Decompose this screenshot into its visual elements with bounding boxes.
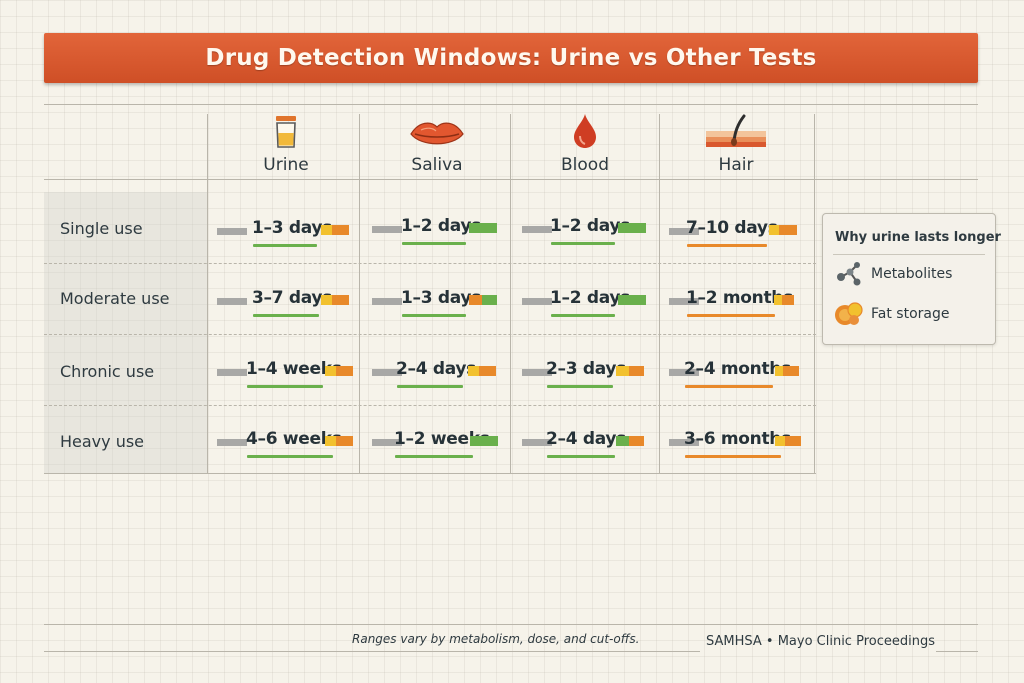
column-label: Hair xyxy=(718,155,754,175)
source-citation: SAMHSA • Mayo Clinic Proceedings xyxy=(706,634,935,649)
column-divider xyxy=(659,114,660,473)
fat-cell-icon xyxy=(835,302,863,325)
detection-window-text: 3–6 months xyxy=(684,429,791,449)
detection-window-cell: 3–7 days xyxy=(217,285,367,319)
detection-window-cell: 1–2 weeks xyxy=(372,426,522,460)
column-label: Urine xyxy=(263,155,309,175)
detection-window-cell: 1–2 days xyxy=(522,213,672,247)
detection-window-cell: 1–4 weeks xyxy=(217,356,367,390)
hair-follicle-icon xyxy=(706,114,766,147)
detection-window-cell: 2–4 days xyxy=(372,356,522,390)
detection-window-cell: 2–4 days xyxy=(522,426,672,460)
panel-divider xyxy=(833,254,985,255)
blood-drop-icon xyxy=(574,114,596,148)
column-header-urine: Urine xyxy=(211,113,361,175)
column-label: Blood xyxy=(561,155,609,175)
footnote: Ranges vary by metabolism, dose, and cut… xyxy=(352,632,640,646)
detection-window-cell: 7–10 days xyxy=(669,215,819,249)
detection-window-text: 1–4 weeks xyxy=(246,359,342,379)
row-label-single-use: Single use xyxy=(60,219,143,238)
column-header-blood: Blood xyxy=(510,113,660,175)
detection-window-text: 2–4 days xyxy=(396,359,476,379)
detection-window-cell: 2–3 days xyxy=(522,356,672,390)
detection-window-text: 1–3 days xyxy=(252,218,332,238)
column-header-hair: Hair xyxy=(661,113,811,175)
detection-window-text: 2–3 days xyxy=(546,359,626,379)
panel-item-metabolites: Metabolites xyxy=(833,260,952,288)
lips-icon xyxy=(410,122,464,145)
column-divider xyxy=(359,114,360,473)
urine-cup-icon xyxy=(276,116,296,148)
detection-window-cell: 1–3 days xyxy=(217,215,367,249)
column-label: Saliva xyxy=(411,155,463,175)
column-divider xyxy=(814,114,815,473)
row-divider xyxy=(44,334,816,335)
detection-window-cell: 1–2 days xyxy=(522,285,672,319)
column-divider xyxy=(207,114,208,473)
detection-window-text: 3–7 days xyxy=(252,288,332,308)
detection-window-cell: 3–6 months xyxy=(669,426,819,460)
page-title: Drug Detection Windows: Urine vs Other T… xyxy=(205,45,817,71)
footnote-underline xyxy=(44,651,700,652)
molecule-icon xyxy=(837,262,861,286)
row-label-heavy-use: Heavy use xyxy=(60,432,145,451)
row-label-moderate-use: Moderate use xyxy=(60,289,170,308)
detection-window-text: 4–6 weeks xyxy=(246,429,342,449)
header-bottom-rule xyxy=(44,179,978,180)
column-header-saliva: Saliva xyxy=(362,113,512,175)
row-label-shade xyxy=(44,192,207,473)
detection-window-cell: 1–2 days xyxy=(372,213,522,247)
detection-window-text: 1–2 days xyxy=(401,216,481,236)
row-label-chronic-use: Chronic use xyxy=(60,362,155,381)
title-banner: Drug Detection Windows: Urine vs Other T… xyxy=(44,33,978,83)
source-underline xyxy=(936,651,978,652)
row-divider xyxy=(44,405,816,406)
panel-item-label: Metabolites xyxy=(871,266,953,282)
detection-window-text: 1–2 weeks xyxy=(394,429,490,449)
column-divider xyxy=(510,114,511,473)
why-urine-lasts-longer-panel: Why urine lasts longer Metabolites Fat s… xyxy=(822,213,1001,345)
detection-window-cell: 2–4 months xyxy=(669,356,819,390)
detection-window-text: 7–10 days xyxy=(686,218,778,238)
detection-window-text: 1–2 days xyxy=(550,216,630,236)
footer-rule xyxy=(44,624,978,625)
detection-window-text: 1–2 months xyxy=(686,288,793,308)
panel-item-fat-storage: Fat storage xyxy=(833,300,949,328)
detection-window-text: 2–4 months xyxy=(684,359,791,379)
detection-window-cell: 1–2 months xyxy=(669,285,819,319)
detection-window-cell: 4–6 weeks xyxy=(217,426,367,460)
detection-window-text: 2–4 days xyxy=(546,429,626,449)
panel-title: Why urine lasts longer xyxy=(835,230,1001,245)
row-divider xyxy=(44,263,816,264)
header-top-rule xyxy=(44,104,978,105)
table-bottom-rule xyxy=(44,473,816,474)
panel-item-label: Fat storage xyxy=(871,306,950,322)
detection-window-text: 1–3 days xyxy=(401,288,481,308)
detection-window-cell: 1–3 days xyxy=(372,285,522,319)
detection-window-text: 1–2 days xyxy=(550,288,630,308)
